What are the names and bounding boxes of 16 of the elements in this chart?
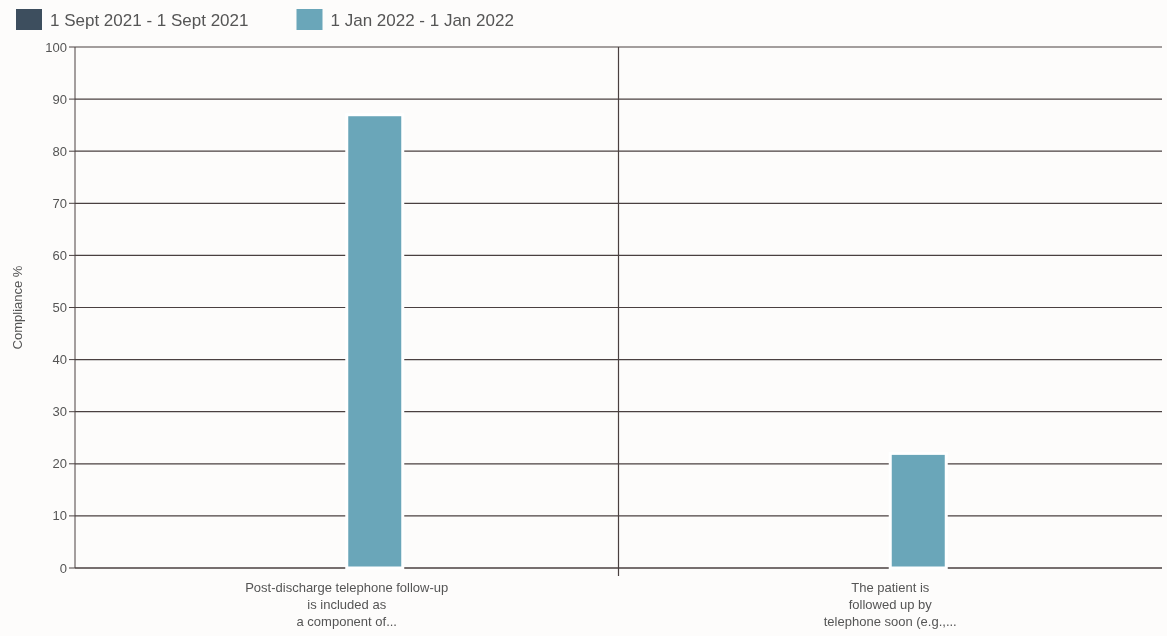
y-tick-label: 50 <box>52 300 67 316</box>
y-tick-label: 90 <box>52 91 67 107</box>
y-axis-title: Compliance % <box>10 265 25 350</box>
y-tick-label: 10 <box>52 508 67 524</box>
legend-label: 1 Jan 2022 - 1 Jan 2022 <box>330 11 514 30</box>
y-tick-label: 20 <box>52 456 67 472</box>
y-tick-label: 80 <box>52 143 67 159</box>
y-tick-label: 60 <box>52 247 67 263</box>
y-tick-label: 0 <box>59 560 67 576</box>
legend-label: 1 Sept 2021 - 1 Sept 2021 <box>50 11 249 30</box>
x-tick-label: Post-discharge telephone follow-up is included as a component of... <box>245 580 449 629</box>
y-tick-label: 100 <box>45 39 67 55</box>
y-tick-label: 40 <box>52 352 67 368</box>
x-tick-label: The patient is followed up by telephone soon (e.g.,... <box>823 580 957 629</box>
y-tick-label: 70 <box>52 195 67 211</box>
y-tick-label: 30 <box>52 404 67 420</box>
